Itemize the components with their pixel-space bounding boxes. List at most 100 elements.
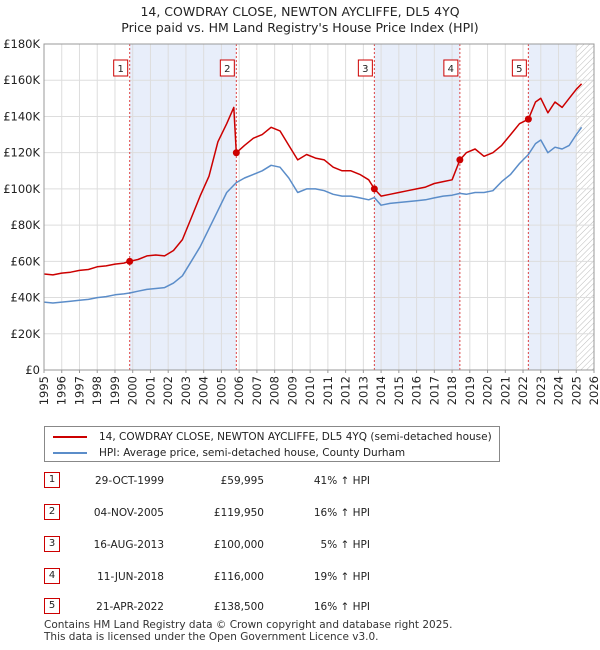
y-tick-label: £160K xyxy=(3,73,40,87)
x-tick-label: 1999 xyxy=(108,376,122,405)
sale-price: £116,000 xyxy=(213,571,264,583)
sale-number-box xyxy=(511,59,527,77)
sale-number-label: 1 xyxy=(118,64,124,75)
x-tick-label: 2002 xyxy=(161,376,175,405)
x-tick-label: 2010 xyxy=(303,376,317,405)
price-chart: 1 2 3 4 5 £0 £20K £40K £60K £80K £100K £120K £140K £1… xyxy=(3,37,600,405)
sale-row: 3 16-AUG-2013 £100,000 5% ↑ HPI xyxy=(44,536,464,554)
sale-hpi-diff: 19% ↑ HPI xyxy=(313,571,370,583)
x-tick-label: 2024 xyxy=(552,376,566,405)
x-tick-label: 1997 xyxy=(72,376,86,405)
legend-label-hpi: HPI: Average price, semi-detached house,… xyxy=(99,447,406,459)
chart-subtitle: Price paid vs. HM Land Registry's House … xyxy=(121,20,479,35)
x-tick-label: 2005 xyxy=(214,376,228,405)
sale-number-badge: 1 xyxy=(44,472,60,488)
chart-title: 14, COWDRAY CLOSE, NEWTON AYCLIFFE, DL5 … xyxy=(140,4,460,19)
sale-number-label: 5 xyxy=(516,64,522,75)
x-tick-label: 2011 xyxy=(321,376,335,405)
sale-point xyxy=(524,115,532,123)
legend-item-property: 14, COWDRAY CLOSE, NEWTON AYCLIFFE, DL5 … xyxy=(53,429,492,445)
y-tick-label: £60K xyxy=(11,254,41,268)
footer-copyright: Contains HM Land Registry data © Crown c… xyxy=(44,619,453,631)
sale-row: 1 29-OCT-1999 £59,995 41% ↑ HPI xyxy=(44,472,464,490)
sale-date: 04-NOV-2005 xyxy=(93,507,164,519)
sale-point xyxy=(456,156,464,164)
x-tick-label: 2017 xyxy=(427,376,441,405)
sale-row: 5 21-APR-2022 £138,500 16% ↑ HPI xyxy=(44,598,464,616)
x-tick-label: 2015 xyxy=(392,376,406,405)
x-tick-label: 2020 xyxy=(481,376,495,405)
x-tick-label: 2023 xyxy=(534,376,548,405)
x-tick-label: 2021 xyxy=(498,376,512,405)
footer-licence: This data is licensed under the Open Gov… xyxy=(44,631,379,643)
sale-price: £100,000 xyxy=(213,539,264,551)
legend: 14, COWDRAY CLOSE, NEWTON AYCLIFFE, DL5 … xyxy=(44,426,500,462)
x-tick-label: 2004 xyxy=(197,376,211,405)
sale-date: 29-OCT-1999 xyxy=(95,475,164,487)
hpi-line xyxy=(43,126,583,304)
sale-price: £119,950 xyxy=(213,507,264,519)
x-tick-label: 2012 xyxy=(339,376,353,405)
sale-hpi-diff: 16% ↑ HPI xyxy=(313,601,370,613)
sale-date: 16-AUG-2013 xyxy=(93,539,164,551)
x-tick-label: 2003 xyxy=(179,376,193,405)
y-tick-label: £180K xyxy=(3,37,40,51)
sale-number-label: 4 xyxy=(448,64,454,75)
y-tick-label: £140K xyxy=(3,109,40,123)
y-tick-label: £40K xyxy=(11,291,41,305)
x-tick-label: 2000 xyxy=(126,376,140,405)
y-tick-label: £100K xyxy=(3,182,40,196)
x-tick-label: 2001 xyxy=(143,376,157,405)
sale-number-box xyxy=(443,59,459,77)
sale-number-badge: 3 xyxy=(44,536,60,552)
legend-swatch-property xyxy=(53,436,87,438)
x-tick-label: 2013 xyxy=(356,376,370,405)
x-tick-label: 2016 xyxy=(410,376,424,405)
sale-number-label: 2 xyxy=(224,64,230,75)
x-tick-label: 2009 xyxy=(285,376,299,405)
sale-point xyxy=(232,149,240,157)
sale-point xyxy=(370,185,378,193)
sale-number-label: 3 xyxy=(362,64,368,75)
x-tick-label: 2025 xyxy=(569,376,583,405)
x-tick-label: 2006 xyxy=(232,376,246,405)
sale-hpi-diff: 41% ↑ HPI xyxy=(313,475,370,487)
sale-number-badge: 5 xyxy=(44,598,60,614)
x-tick-label: 2014 xyxy=(374,376,388,405)
sale-point xyxy=(126,257,134,265)
x-tick-label: 2008 xyxy=(268,376,282,405)
ownership-band xyxy=(129,44,237,370)
sale-row: 4 11-JUN-2018 £116,000 19% ↑ HPI xyxy=(44,568,464,586)
sale-price: £138,500 xyxy=(213,601,264,613)
sale-price: £59,995 xyxy=(220,475,264,487)
legend-swatch-hpi xyxy=(53,452,87,454)
sale-number-box xyxy=(219,59,235,77)
footer: Contains HM Land Registry data © Crown c… xyxy=(44,619,452,643)
sale-date: 21-APR-2022 xyxy=(96,601,164,613)
future-hatch xyxy=(576,44,594,370)
ownership-band xyxy=(528,44,577,370)
y-tick-label: £20K xyxy=(11,327,41,341)
ownership-band xyxy=(374,44,460,370)
x-tick-label: 2026 xyxy=(587,376,600,405)
legend-item-hpi: HPI: Average price, semi-detached house,… xyxy=(53,445,405,461)
plot-frame xyxy=(43,43,595,371)
sale-number-badge: 4 xyxy=(44,568,60,584)
property-price-line xyxy=(43,83,583,276)
sale-row: 2 04-NOV-2005 £119,950 16% ↑ HPI xyxy=(44,504,464,522)
x-tick-label: 2019 xyxy=(463,376,477,405)
x-tick-label: 1995 xyxy=(37,376,51,405)
x-tick-label: 2007 xyxy=(250,376,264,405)
sale-number-badge: 2 xyxy=(44,504,60,520)
legend-label-property: 14, COWDRAY CLOSE, NEWTON AYCLIFFE, DL5 … xyxy=(99,431,492,443)
sale-number-box xyxy=(113,59,129,77)
sale-hpi-diff: 16% ↑ HPI xyxy=(313,507,370,519)
y-tick-label: £120K xyxy=(3,146,40,160)
x-tick-label: 1998 xyxy=(90,376,104,405)
y-tick-label: £80K xyxy=(11,218,41,232)
x-tick-label: 2018 xyxy=(445,376,459,405)
sale-hpi-diff: 5% ↑ HPI xyxy=(320,539,370,551)
sale-date: 11-JUN-2018 xyxy=(97,571,164,583)
sale-number-box xyxy=(357,59,373,77)
x-tick-label: 1996 xyxy=(55,376,69,405)
